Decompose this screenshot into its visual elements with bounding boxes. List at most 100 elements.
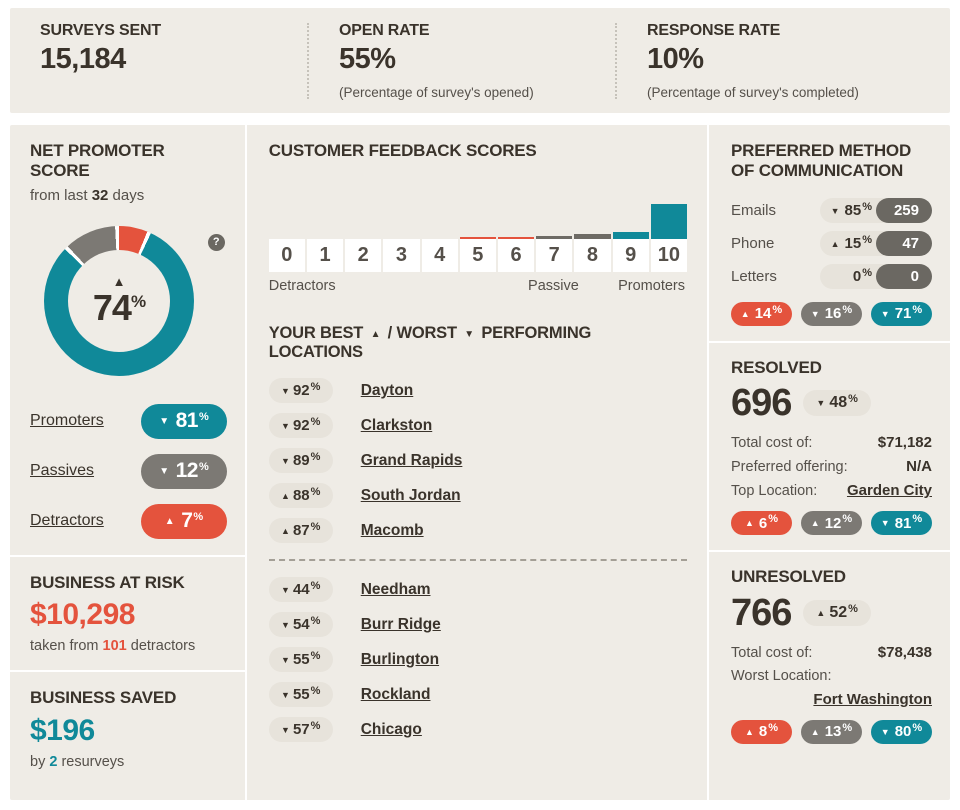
passives-link[interactable]: Passives [30,462,95,480]
communication-title: PREFERRED METHOD OF COMMUNICATION [731,141,912,181]
top-location-link[interactable]: Garden City [846,482,932,500]
location-link[interactable]: Burlington [360,650,440,668]
emails-label: Emails [731,202,777,220]
location-link[interactable]: Macomb [360,521,424,539]
heading-performing-locations: PERFORMING LOCATIONS [268,324,592,362]
comm-row-letters: Letters 0% 0 [731,264,932,290]
unresolved-title: UNRESOLVED [731,567,846,587]
down-arrow-icon: ▼ [281,654,290,665]
letters-pct: 0 [852,268,862,286]
trend-value: 13 [824,723,842,741]
worst-location-link[interactable]: Fort Washington [813,690,932,708]
summary-column: PREFERRED METHOD OF COMMUNICATION Emails… [709,125,950,800]
location-score-pill: ▼ 44% [268,577,333,603]
location-score-pill: ▼ 92% [268,378,333,404]
unresolved-trend-pill: ▲ 52% [803,599,871,626]
down-arrow-icon: ▼ [281,385,290,396]
location-row: ▼ 57% Chicago [268,717,687,743]
phone-label: Phone [731,235,775,253]
location-link[interactable]: South Jordan [360,486,461,504]
up-arrow-icon: ▲ [164,515,175,527]
trend-pill-teal: ▼ 81% [871,511,932,536]
percent-sign: % [848,393,858,406]
resolved-details: Total cost of: $71,182 Preferred offering… [731,434,932,499]
comm-row-emails: Emails ▼ 85% 259 [731,198,932,224]
down-arrow-icon: ▼ [281,619,290,630]
trend-value: 6 [758,514,768,532]
location-score: 54 [292,616,310,634]
kv-row: Worst Location: [731,668,932,684]
feedback-score-cell-6: 6 [497,239,535,273]
location-score-pill: ▼ 55% [268,647,333,673]
down-arrow-icon: ▼ [281,689,290,700]
up-arrow-icon: ▲ [744,726,754,737]
kv-row: Total cost of: $71,182 [731,434,932,451]
detractors-link[interactable]: Detractors [30,512,104,530]
divider [10,554,245,557]
detractor-count: 101 [102,638,127,655]
percent-sign: % [310,719,321,732]
nps-column: NET PROMOTER SCORE from last 32 days ▲ 7… [10,125,247,800]
resolved-trend-pill: ▼ 48% [803,390,871,417]
up-arrow-icon: ▲ [810,726,820,737]
location-row: ▼ 89% Grand Rapids [268,448,687,474]
help-icon[interactable]: ? [207,233,225,251]
top-location-label: Top Location: [731,483,818,500]
nps-title: NET PROMOTER SCORE [30,141,165,181]
location-score: 88 [292,487,310,505]
unresolved-trend-pills: ▲ 8% ▲ 13% ▼ 80% [731,719,932,744]
promoters-link[interactable]: Promoters [30,412,104,430]
location-link[interactable]: Burr Ridge [360,615,441,633]
feedback-bar-5 [459,237,496,240]
business-at-risk-amount: $10,298 [30,598,135,632]
percent-sign: % [310,614,321,627]
detractors-pill: ▲ 7% [140,503,227,539]
kv-row: Top Location: Garden City [731,482,932,499]
location-score: 57 [292,721,310,739]
down-arrow-icon: ▼ [816,398,826,409]
divider [10,670,245,673]
percent-sign: % [310,415,321,428]
location-score: 55 [292,651,310,669]
kv-row: Preferred offering: N/A [731,458,932,475]
surveys-sent-value: 15,184 [40,43,126,75]
location-row: ▼ 92% Dayton [268,378,687,404]
down-arrow-icon: ▼ [810,308,820,319]
location-link[interactable]: Clarkston [360,416,433,434]
percent-sign: % [198,461,209,474]
feedback-bar-7 [536,236,573,240]
feedback-score-cell-0: 0 [268,239,305,273]
location-row: ▼ 55% Burlington [268,647,687,673]
stat-surveys-sent: SURVEYS SENT 15,184 [10,8,307,113]
location-link[interactable]: Grand Rapids [360,451,463,469]
response-rate-caption: (Percentage of survey's completed) [647,85,859,100]
down-arrow-icon: ▼ [880,308,890,319]
resolved-title: RESOLVED [731,357,822,377]
locations-heading: YOUR BEST ▲ / WORST ▼ PERFORMING LOCATIO… [269,324,687,362]
location-score: 55 [292,686,310,704]
trend-value: 12 [824,514,842,532]
trend-value: 80 [894,723,912,741]
up-arrow-icon: ▲ [281,525,290,536]
location-score-pill: ▼ 55% [268,682,333,708]
location-row: ▼ 55% Rockland [268,682,687,708]
preferred-offering-label: Preferred offering: [731,459,848,476]
location-link[interactable]: Needham [360,580,431,598]
down-arrow-icon: ▼ [281,584,290,595]
trend-pill-gray: ▲ 13% [801,719,862,744]
up-arrow-icon: ▲ [740,308,750,319]
down-arrow-icon: ▼ [830,205,840,216]
caption-post: resurveys [57,753,125,770]
percent-sign: % [310,380,321,393]
nps-score-percent: % [130,292,146,312]
nps-subtitle-days: 32 [91,186,109,204]
business-saved-amount: $196 [30,713,95,747]
trend-pill-gray: ▼ 16% [801,301,862,326]
stat-open-rate: OPEN RATE 55% (Percentage of survey's op… [309,8,615,113]
location-score-pill: ▼ 54% [268,612,333,638]
total-cost-value: $78,438 [877,643,932,661]
location-link[interactable]: Chicago [360,720,422,738]
percent-sign: % [842,513,853,526]
location-link[interactable]: Rockland [360,685,431,703]
location-link[interactable]: Dayton [360,381,414,399]
